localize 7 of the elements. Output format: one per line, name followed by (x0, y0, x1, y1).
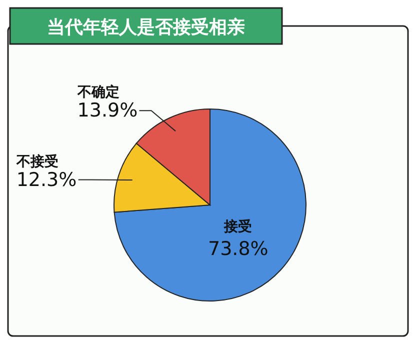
slice-label: 接受 (223, 218, 252, 236)
slice-label: 不确定 (76, 84, 120, 101)
chart-title: 当代年轻人是否接受相亲 (47, 17, 245, 38)
data-label: 12.3% (16, 168, 77, 191)
data-label: 73.8% (208, 238, 268, 260)
slice-label: 不接受 (15, 152, 58, 170)
data-label: 13.9% (77, 100, 138, 122)
